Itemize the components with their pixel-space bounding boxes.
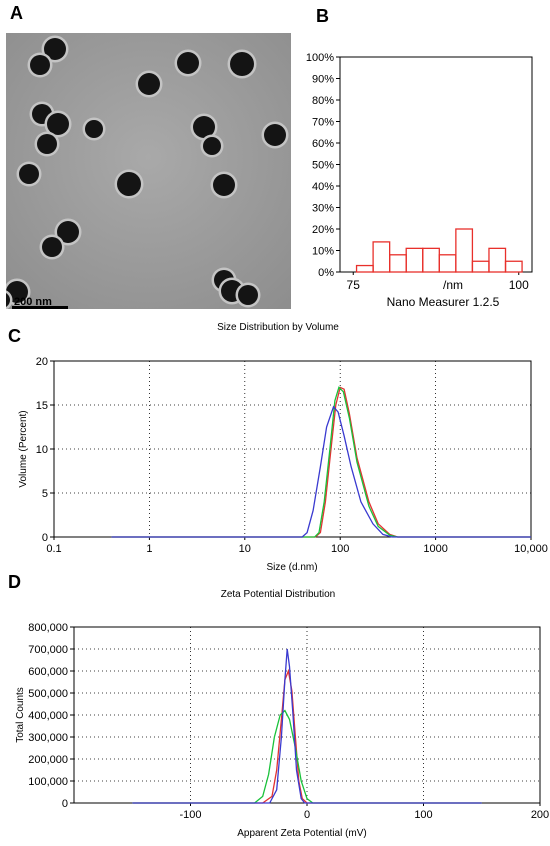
size-chart-frame — [53, 360, 532, 538]
nanoparticle — [30, 55, 50, 75]
histogram-caption: Nano Measurer 1.2.5 — [387, 295, 500, 309]
nanoparticle — [47, 113, 69, 135]
size-chart-title: Size Distribution by Volume — [217, 322, 339, 333]
zeta-chart-x-label: Apparent Zeta Potential (mV) — [237, 828, 367, 839]
histogram-y-tick-label: 0% — [318, 267, 334, 279]
histogram-x-tick-label: 75 — [347, 278, 361, 292]
nanoparticle — [42, 237, 62, 257]
histogram-y-tick-label: 90% — [312, 74, 334, 86]
nanoparticle — [213, 174, 235, 196]
scale-bar-label: 200 nm — [14, 296, 52, 308]
nanoparticle — [193, 116, 215, 138]
zeta-distribution-chart: Zeta Potential Distribution -100 0 100 200 0… — [15, 589, 549, 839]
histogram-y-tick-label: 60% — [312, 138, 334, 150]
size-chart-x-tick-label: 1000 — [423, 543, 447, 555]
histogram-y-tick-label: 100% — [306, 52, 334, 64]
zeta-chart-y-tick-label: 600,000 — [28, 666, 68, 678]
size-chart-series-line — [111, 386, 531, 538]
zeta-chart-x-tick-label: 100 — [414, 809, 432, 821]
tem-image: 200 nm — [6, 33, 291, 309]
nanoparticle — [138, 73, 160, 95]
histogram-y-tick-label: 40% — [312, 181, 334, 193]
histogram-bar — [455, 228, 474, 273]
zeta-chart-title: Zeta Potential Distribution — [221, 589, 336, 600]
size-chart-x-tick-label: 0.1 — [46, 543, 61, 555]
size-chart-y-tick-label: 0 — [42, 532, 48, 544]
zeta-chart-y-tick-label: 0 — [62, 798, 68, 810]
nanoparticle — [85, 120, 103, 138]
nanoparticle — [37, 134, 57, 154]
tem-micrograph: 200 nm — [6, 33, 291, 309]
panel-label-d: D — [8, 572, 21, 592]
scale-bar — [12, 306, 68, 309]
panel-label-b: B — [316, 6, 329, 26]
nanoparticle — [117, 172, 141, 196]
histogram-y-tick-label: 50% — [312, 160, 334, 172]
zeta-chart-y-tick-label: 200,000 — [28, 754, 68, 766]
nanoparticle — [57, 221, 79, 243]
panel-label-a: A — [10, 3, 23, 23]
zeta-chart-series-line — [132, 668, 482, 804]
zeta-chart-series-line — [132, 648, 482, 804]
nanoparticle — [6, 293, 10, 307]
nanoparticle — [203, 137, 221, 155]
zeta-chart-x-tick-label: -100 — [179, 809, 201, 821]
histogram-y-tick-label: 20% — [312, 224, 334, 236]
zeta-chart-y-tick-label: 800,000 — [28, 622, 68, 634]
histogram-bar — [488, 247, 507, 273]
histogram-x-label: /nm — [443, 278, 463, 292]
nanoparticle — [264, 124, 286, 146]
zeta-chart-y-tick-label: 500,000 — [28, 688, 68, 700]
zeta-chart-y-tick-label: 400,000 — [28, 710, 68, 722]
size-chart-x-tick-label: 10,000 — [514, 543, 548, 555]
size-chart-series-line — [111, 386, 531, 538]
zeta-chart-x-tick-label: 0 — [304, 809, 310, 821]
zeta-chart-y-label: Total Counts — [15, 687, 26, 743]
size-chart-x-tick-label: 1 — [146, 543, 152, 555]
size-distribution-chart: Size Distribution by Volume 0.1 1 10 100 100… — [18, 322, 548, 573]
zeta-chart-y-tick-label: 700,000 — [28, 644, 68, 656]
size-chart-x-label: Size (d.nm) — [266, 562, 317, 573]
size-chart-y-label: Volume (Percent) — [18, 410, 29, 487]
nanoparticle — [44, 38, 66, 60]
size-chart-y-tick-label: 20 — [36, 356, 48, 368]
nanoparticle — [19, 164, 39, 184]
size-chart-x-tick-label: 10 — [239, 543, 251, 555]
histogram-chart: 0%10%20%30%40%50%60%70%80%90%100% 75 100 … — [306, 52, 533, 309]
histogram-y-tick-label: 70% — [312, 117, 334, 129]
size-chart-y-tick-label: 10 — [36, 444, 48, 456]
nanoparticle — [238, 285, 258, 305]
size-chart-series-line — [111, 405, 531, 538]
size-chart-y-tick-label: 15 — [36, 400, 48, 412]
zeta-chart-y-tick-label: 100,000 — [28, 776, 68, 788]
nanoparticle — [230, 52, 254, 76]
nanoparticle — [177, 52, 199, 74]
histogram-bar — [504, 260, 523, 273]
zeta-chart-series-line — [132, 709, 482, 804]
size-chart-x-tick-label: 100 — [331, 543, 349, 555]
size-chart-y-tick-label: 5 — [42, 488, 48, 500]
zeta-chart-x-tick-label: 200 — [531, 809, 549, 821]
histogram-y-tick-label: 10% — [312, 246, 334, 258]
panel-label-c: C — [8, 326, 21, 346]
histogram-plot-frame — [339, 56, 533, 273]
histogram-y-tick-label: 80% — [312, 95, 334, 107]
zeta-chart-y-tick-label: 300,000 — [28, 732, 68, 744]
histogram-x-tick-label: 100 — [509, 278, 529, 292]
histogram-y-tick-label: 30% — [312, 203, 334, 215]
